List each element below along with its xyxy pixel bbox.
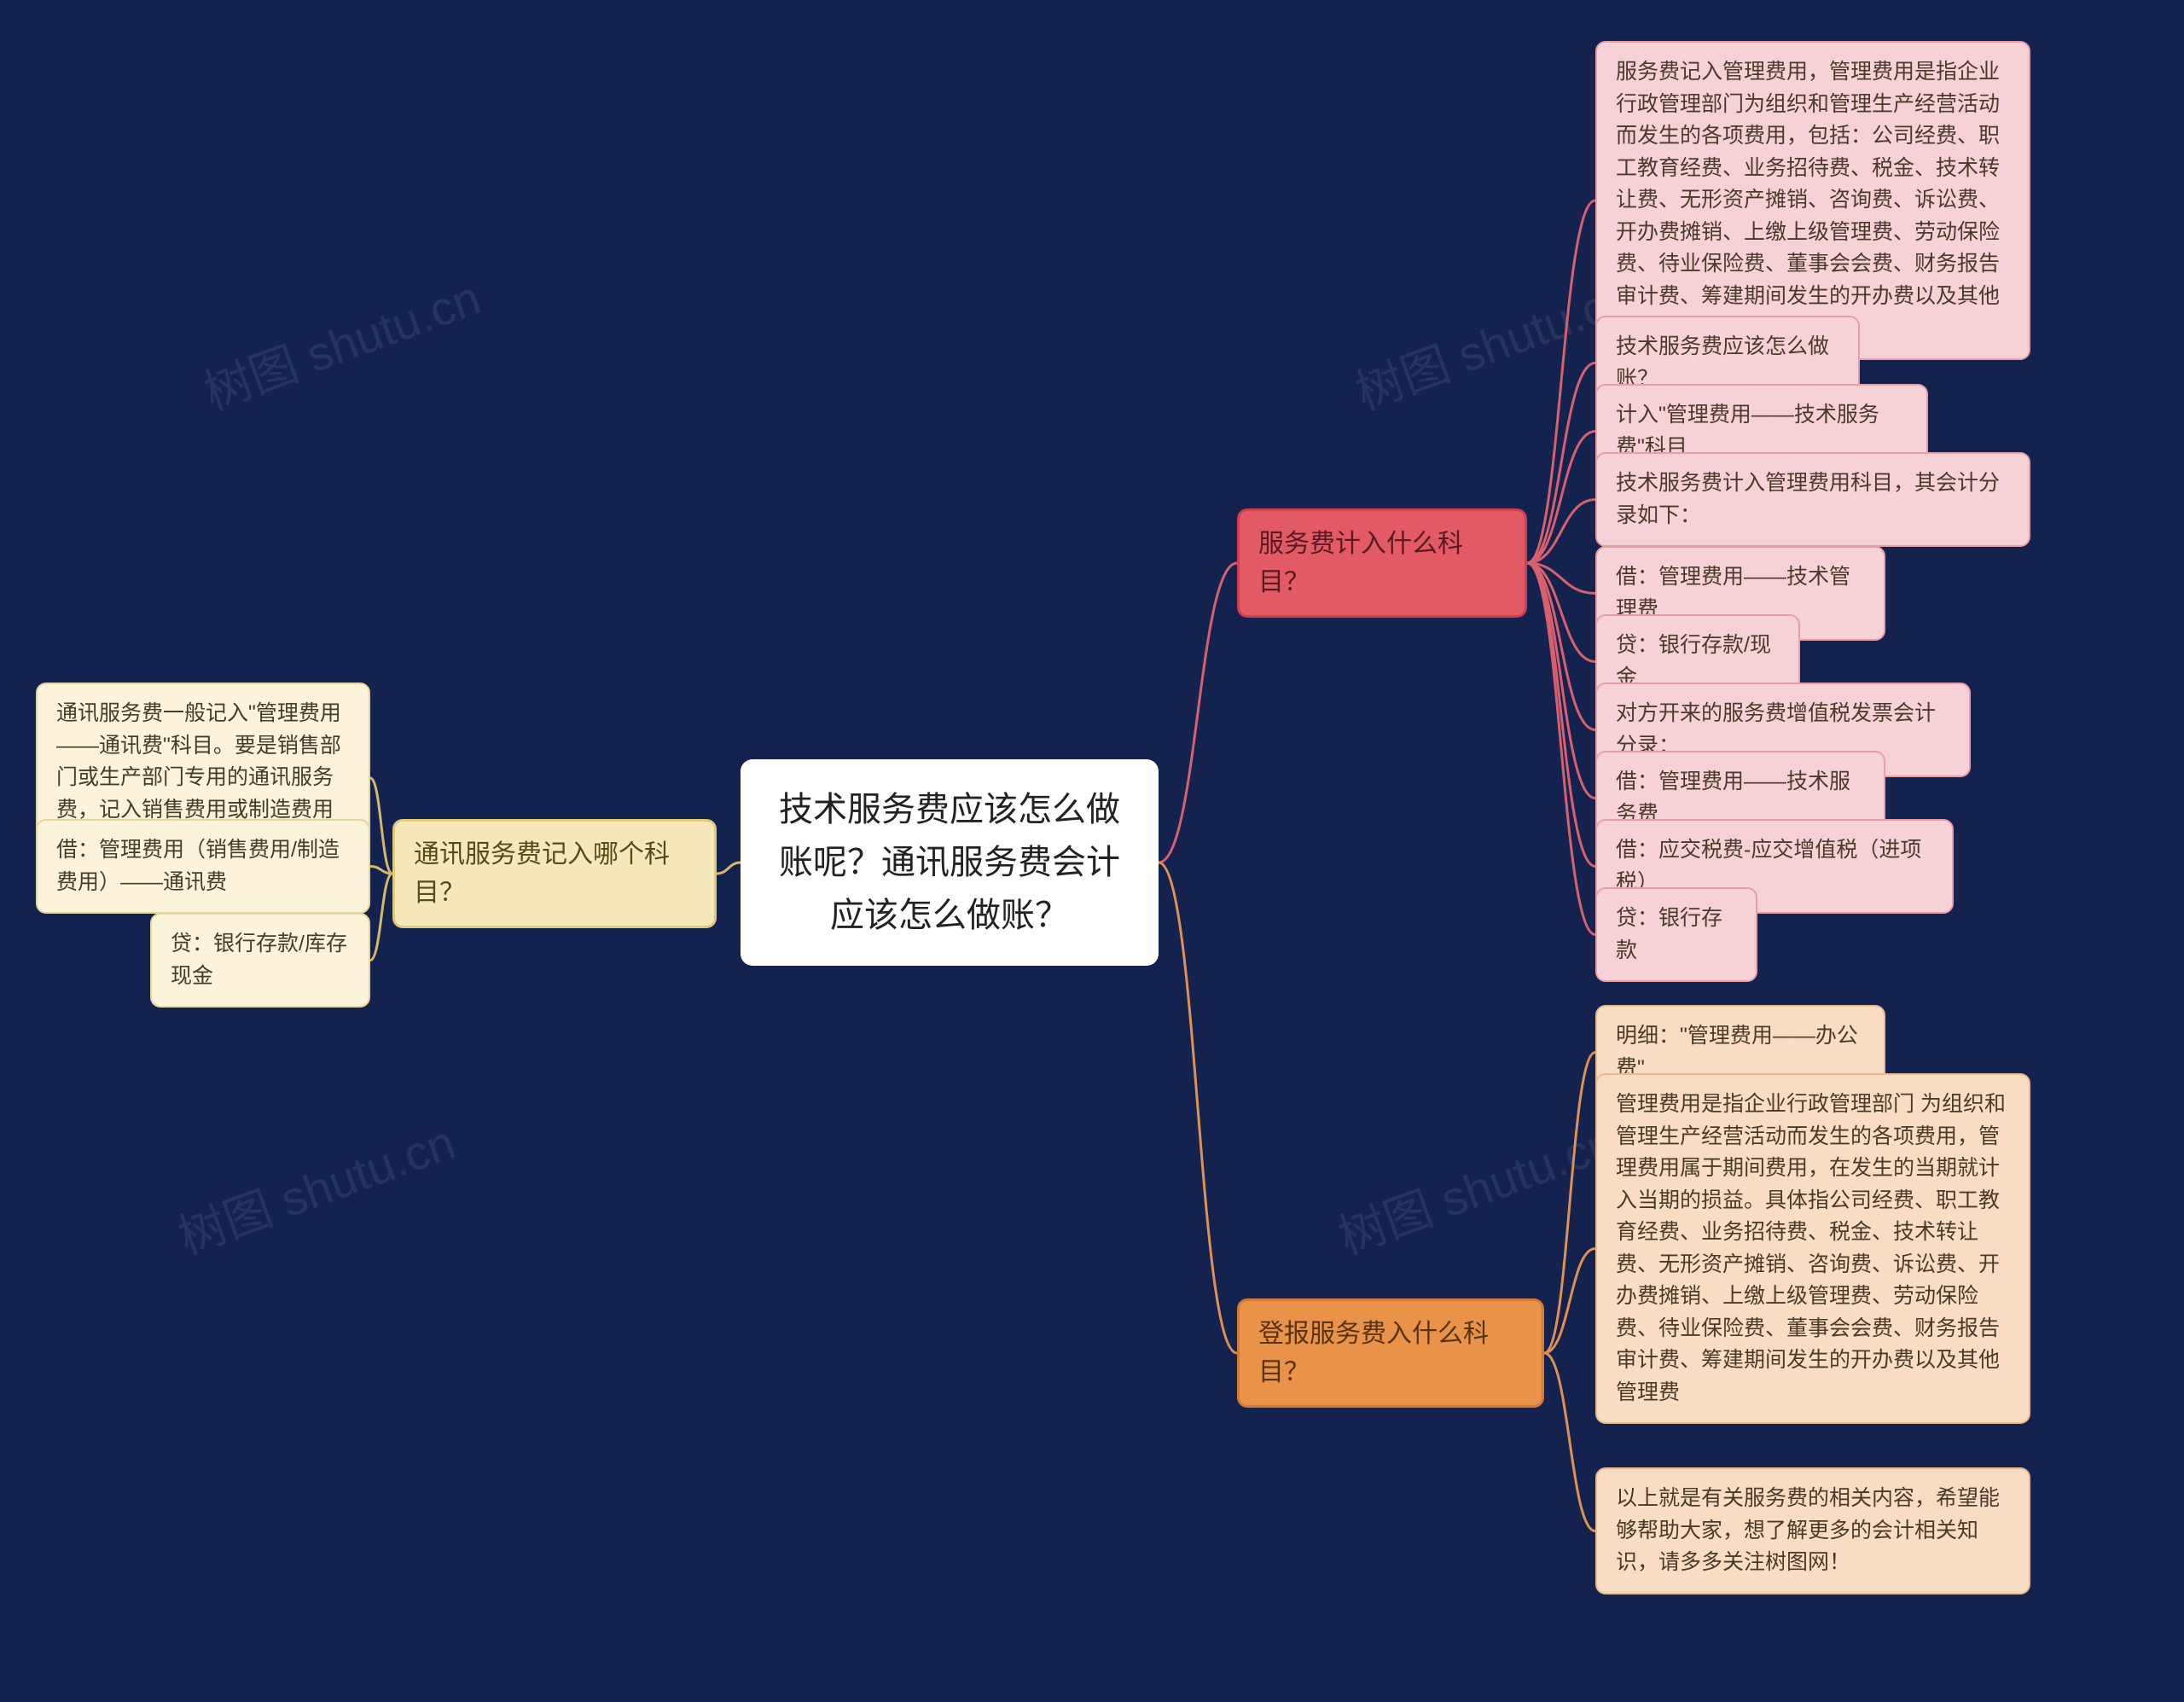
watermark: 树图 shutu.cn — [193, 259, 489, 423]
branch-yellow: 通讯服务费记入哪个科目？ — [392, 819, 717, 928]
leaf-orange-2: 以上就是有关服务费的相关内容，希望能够帮助大家，想了解更多的会计相关知识，请多多… — [1595, 1467, 2030, 1595]
branch-orange: 登报服务费入什么科目？ — [1237, 1298, 1544, 1408]
branch-red: 服务费计入什么科目？ — [1237, 508, 1527, 618]
leaf-yellow-1: 借：管理费用（销售费用/制造费用）——通讯费 — [36, 819, 370, 914]
watermark: 树图 shutu.cn — [167, 1104, 463, 1268]
watermark: 树图 shutu.cn — [1327, 1104, 1623, 1268]
leaf-yellow-2: 贷：银行存款/库存现金 — [150, 913, 370, 1008]
leaf-red-0: 服务费记入管理费用，管理费用是指企业行政管理部门为组织和管理生产经营活动而发生的… — [1595, 41, 2030, 360]
center-node: 技术服务费应该怎么做账呢？通讯服务费会计应该怎么做账？ — [741, 759, 1159, 966]
leaf-orange-1: 管理费用是指企业行政管理部门 为组织和管理生产经营活动而发生的各项费用，管理费用… — [1595, 1073, 2030, 1424]
leaf-red-9: 贷：银行存款 — [1595, 887, 1757, 982]
leaf-red-3: 技术服务费计入管理费用科目，其会计分录如下： — [1595, 452, 2030, 547]
